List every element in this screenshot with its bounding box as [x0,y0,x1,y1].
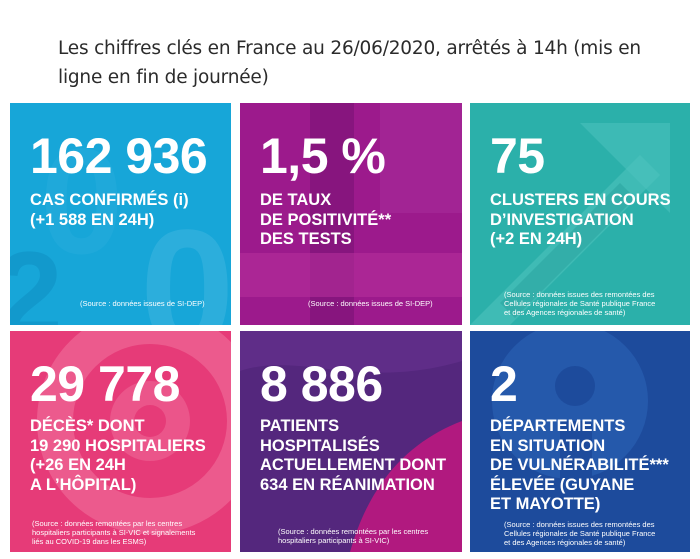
page-headline: Les chiffres clés en France au 26/06/202… [58,38,641,88]
deaths-value: 29 778 [30,356,180,412]
deaths-label: DÉCÈS* DONT 19 290 HOSPITALIERS (+26 EN … [30,417,206,494]
svg-text:2: 2 [10,227,63,325]
key-figures-grid: 2 0 0 162 936 CAS CONFIRMÉS (i) (+1 588 … [10,103,690,552]
vulnerable-departments-label: DÉPARTEMENTS EN SITUATION DE VULNÉRABILI… [490,417,669,513]
confirmed-cases-value: 162 936 [30,128,208,184]
tile-clusters: 75 CLUSTERS EN COURS D’INVESTIGATION (+2… [470,103,690,325]
svg-text:0: 0 [140,195,231,325]
vulnerable-departments-source: (Source : données issues des remontées d… [504,520,656,547]
hospitalised-source: (Source : données remontées par les cent… [278,527,429,545]
clusters-value: 75 [490,128,545,184]
decorative-target-icon [37,331,231,534]
hospitalised-label: PATIENTS HOSPITALISÉS ACTUELLEMENT DONT … [260,417,447,494]
clusters-source: (Source : données issues des remontées d… [504,290,656,317]
decorative-2020-icon: 2 0 0 [10,117,231,325]
vulnerable-departments-value: 2 [490,356,518,412]
deaths-source: (Source : données remontées par les cent… [32,519,196,546]
tile-vulnerable-departments: 2 DÉPARTEMENTS EN SITUATION DE VULNÉRABI… [470,331,690,552]
tile-hospitalised: 8 886 PATIENTS HOSPITALISÉS ACTUELLEMENT… [240,331,462,552]
hospitalised-value: 8 886 [260,356,383,412]
decorative-info-icon [492,331,648,511]
confirmed-cases-label: CAS CONFIRMÉS (i) (+1 588 EN 24H) [30,191,189,229]
positivity-rate-source: (Source : données issues de SI-DEP) [308,299,433,308]
tile-confirmed-cases: 2 0 0 162 936 CAS CONFIRMÉS (i) (+1 588 … [10,103,231,325]
tile-deaths: 29 778 DÉCÈS* DONT 19 290 HOSPITALIERS (… [10,331,231,552]
decorative-plus-icon [240,103,462,325]
decorative-wave-icon [240,331,462,552]
tile-positivity-rate: 1,5 % DE TAUX DE POSITIVITÉ** DES TESTS … [240,103,462,325]
positivity-rate-value: 1,5 % [260,128,386,184]
svg-text:0: 0 [40,117,123,285]
clusters-label: CLUSTERS EN COURS D’INVESTIGATION (+2 EN… [490,191,671,248]
decorative-arrow-icon [470,123,670,325]
confirmed-cases-source: (Source : données issues de SI-DEP) [80,299,205,308]
positivity-rate-label: DE TAUX DE POSITIVITÉ** DES TESTS [260,191,392,248]
